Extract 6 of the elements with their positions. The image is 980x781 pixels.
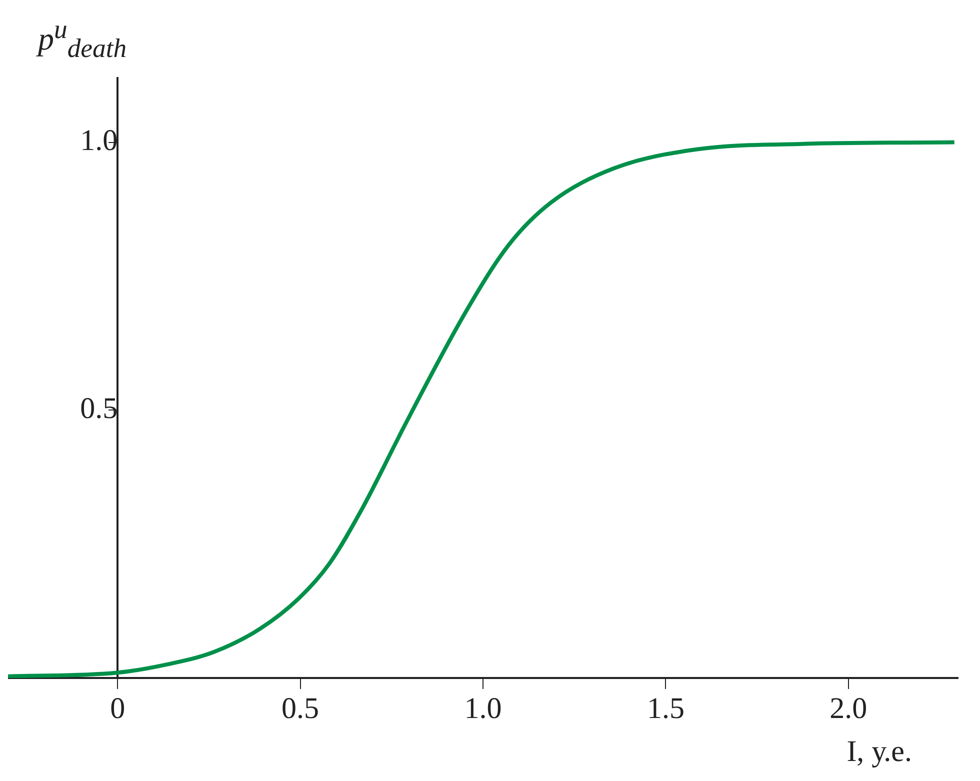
x-tick-label: 0.5 xyxy=(282,692,320,725)
x-tick-label: 2.0 xyxy=(830,692,868,725)
x-tick-label: 1.0 xyxy=(464,692,502,725)
x-tick-label: 1.5 xyxy=(646,692,684,725)
x-axis-title: I, у.е. xyxy=(846,735,912,769)
x-tick-label: 0 xyxy=(110,692,126,725)
